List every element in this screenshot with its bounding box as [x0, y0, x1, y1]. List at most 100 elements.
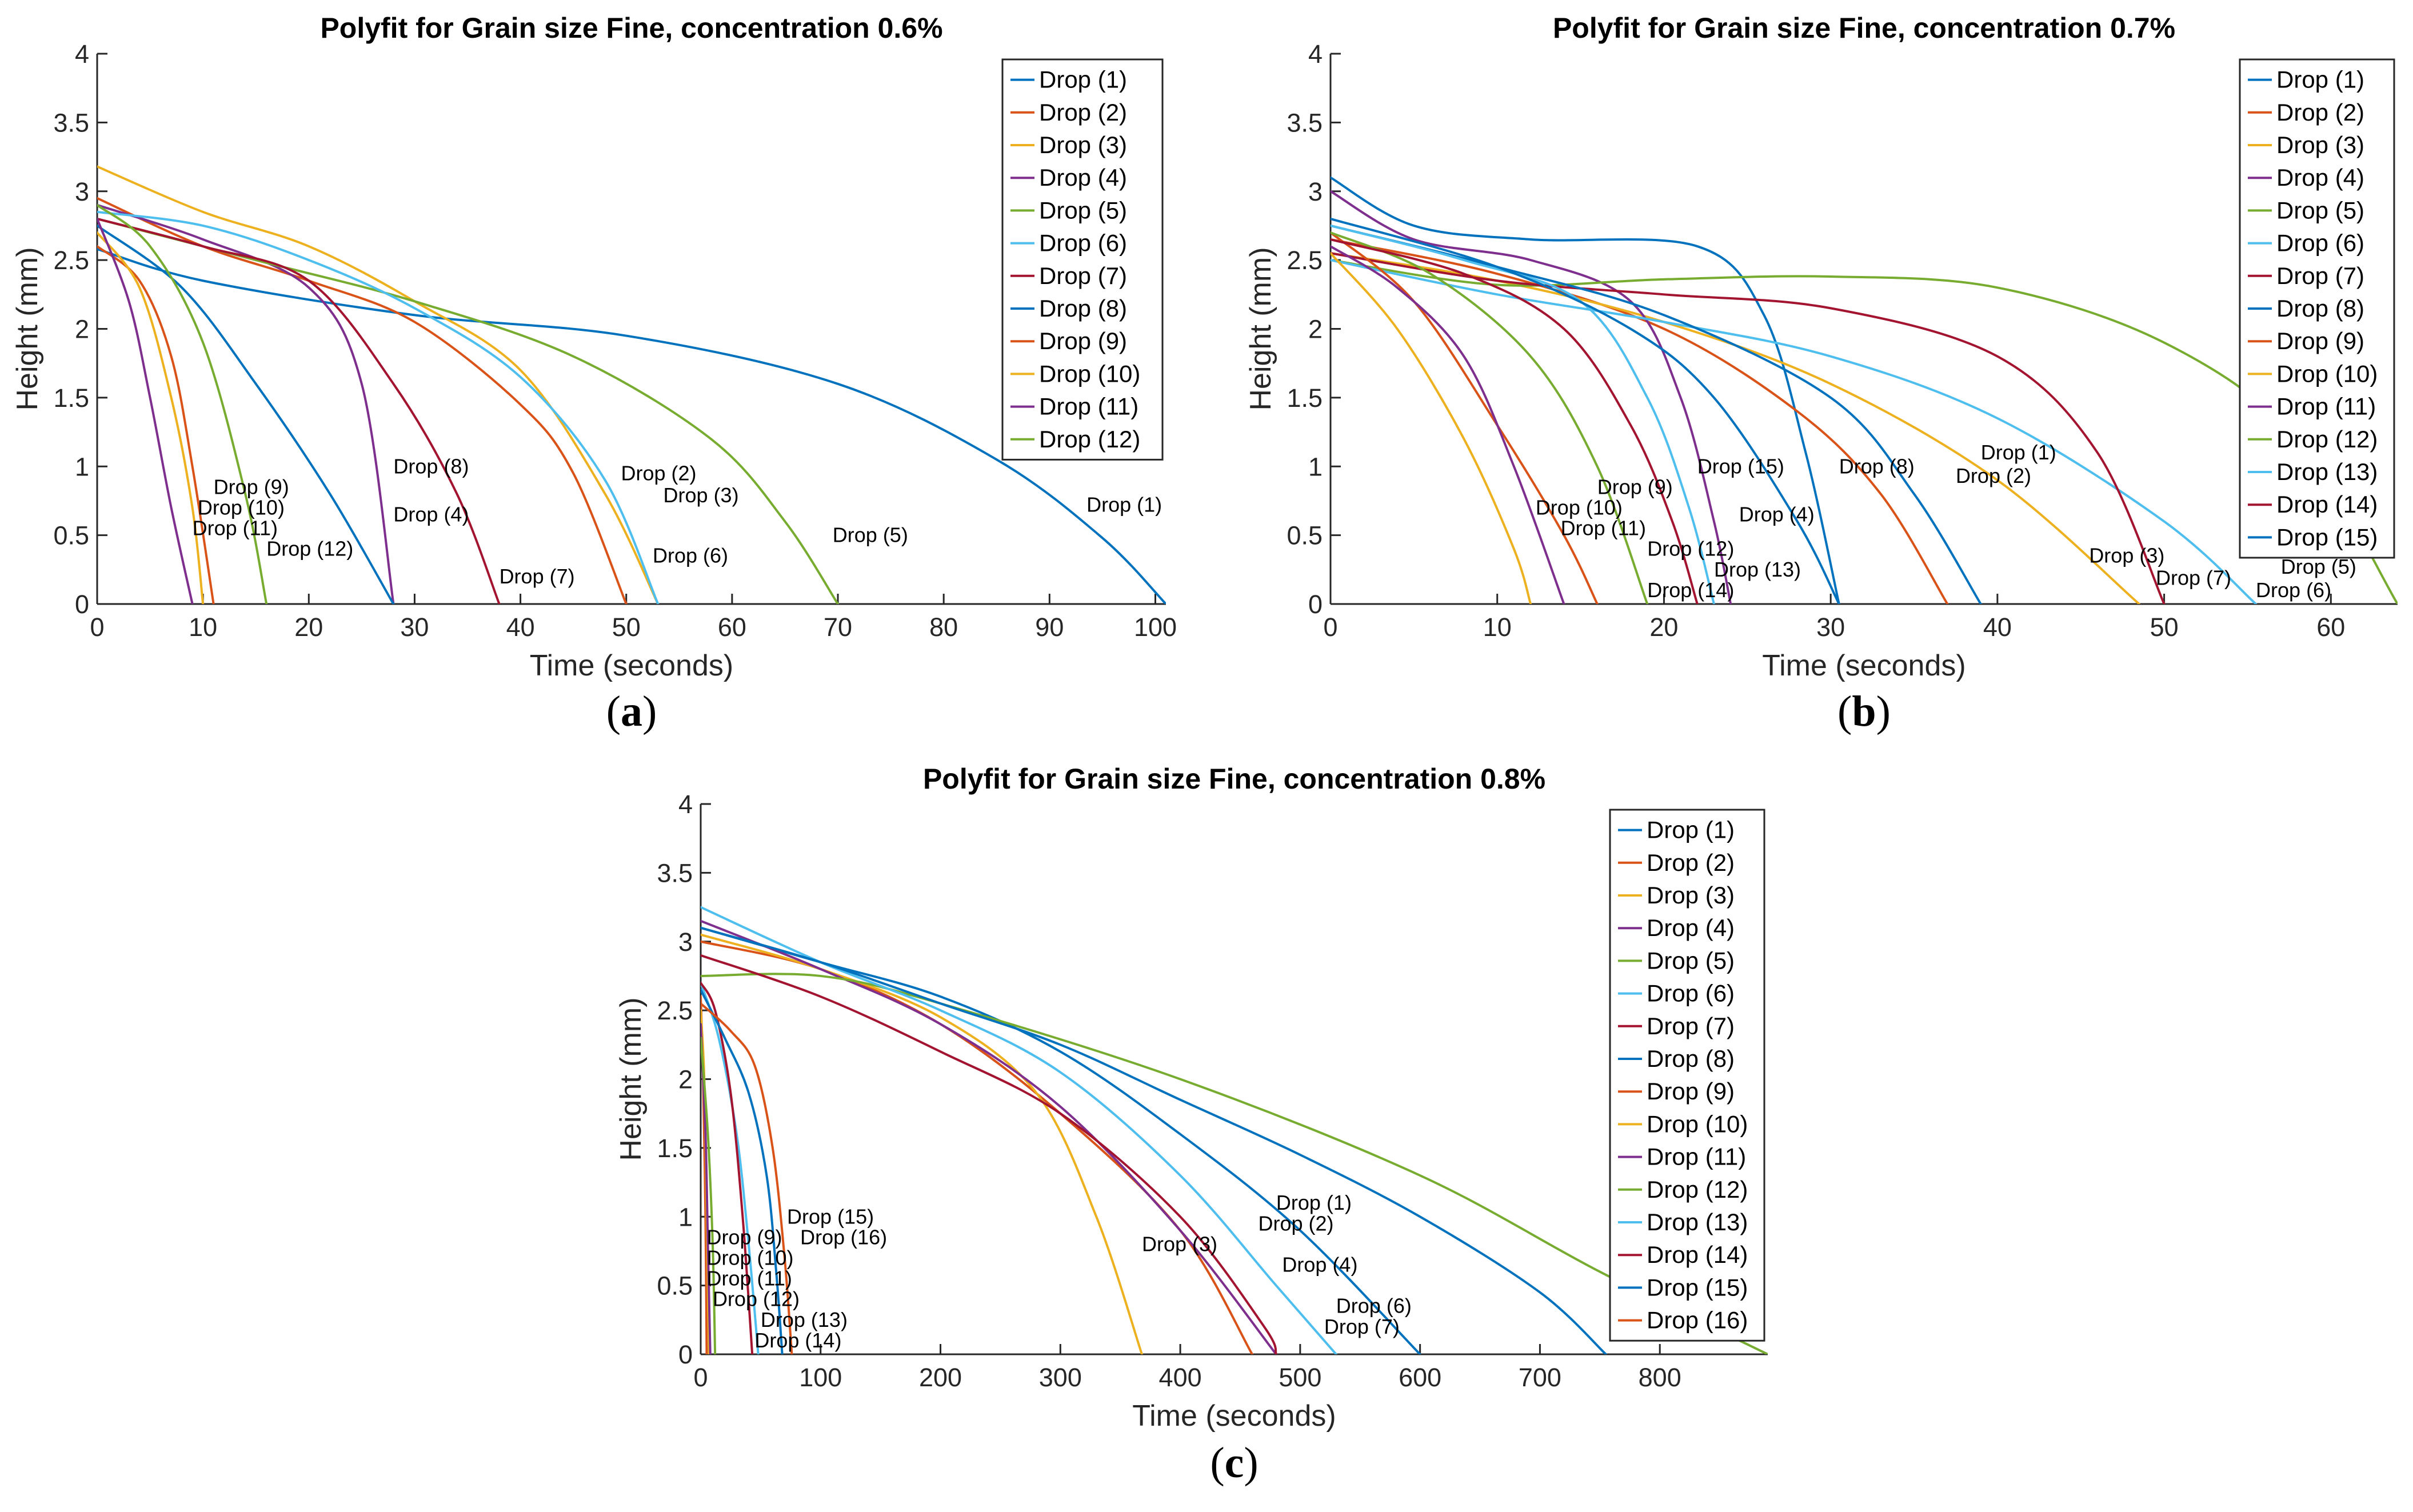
- y-tick-label: 3: [678, 927, 693, 957]
- series-line-drop-6: [97, 210, 660, 604]
- y-tick-label: 0.5: [53, 521, 89, 550]
- data-annotation: Drop (6): [653, 544, 728, 567]
- y-tick-label: 3.5: [53, 108, 89, 137]
- data-annotation: Drop (10): [706, 1246, 793, 1269]
- data-annotation: Drop (14): [1647, 578, 1734, 602]
- legend-entry-label: Drop (10): [2276, 360, 2378, 387]
- data-annotation: Drop (5): [833, 523, 908, 547]
- series-line-drop-14: [701, 981, 754, 1354]
- y-tick-label: 4: [678, 790, 693, 819]
- series-line-drop-1: [1331, 176, 1840, 604]
- data-annotation: Drop (4): [1282, 1253, 1357, 1277]
- data-annotation: Drop (7): [500, 565, 575, 588]
- x-tick-label: 40: [1983, 613, 2012, 642]
- data-annotation: Drop (9): [214, 475, 289, 498]
- legend-entry-label: Drop (14): [2276, 491, 2378, 518]
- legend-entry-label: Drop (6): [1039, 230, 1127, 257]
- legend-entry-label: Drop (13): [1647, 1209, 1748, 1235]
- legend-entry-label: Drop (3): [2276, 131, 2364, 158]
- legend-entry-label: Drop (8): [1647, 1045, 1735, 1072]
- y-tick-label: 0.5: [657, 1271, 693, 1301]
- y-tick-label: 3: [1308, 177, 1323, 206]
- legend-entry-label: Drop (7): [1039, 262, 1127, 289]
- x-tick-label: 0: [90, 613, 104, 642]
- series-line-drop-8: [97, 224, 395, 604]
- data-annotation: Drop (7): [2156, 566, 2231, 589]
- legend-entry-label: Drop (9): [1647, 1078, 1735, 1105]
- legend-entry-label: Drop (1): [1647, 817, 1735, 843]
- legend-entry-label: Drop (4): [1039, 164, 1127, 191]
- x-axis-label: Time (seconds): [530, 649, 733, 682]
- legend: Drop (1) Drop (2) Drop (3) Drop (4) Drop (5)…: [1609, 809, 1765, 1342]
- y-tick-label: 1: [1308, 452, 1323, 481]
- y-tick-label: 2.5: [657, 996, 693, 1025]
- legend-entry-label: Drop (7): [1647, 1013, 1735, 1039]
- data-annotation: Drop (7): [1324, 1315, 1400, 1338]
- y-tick-label: 0: [1308, 590, 1323, 619]
- series-group: [701, 906, 1768, 1354]
- y-tick-label: 1.5: [657, 1134, 693, 1163]
- x-tick-label: 200: [919, 1363, 962, 1392]
- series-line-drop-10: [1331, 252, 1532, 604]
- data-annotation: Drop (3): [1142, 1232, 1217, 1255]
- data-annotation: Drop (2): [621, 461, 696, 485]
- series-group: [1331, 176, 2398, 604]
- y-tick-label: 2: [678, 1065, 693, 1094]
- y-axis-label: Height (mm): [11, 247, 44, 410]
- legend-entry-label: Drop (13): [2276, 458, 2378, 485]
- y-tick-label: 2: [75, 315, 89, 344]
- chart-title: Polyfit for Grain size Fine, concentrati…: [1553, 12, 2175, 44]
- legend-box: [1001, 58, 1164, 461]
- legend-entry-label: Drop (4): [1647, 914, 1735, 941]
- series-line-drop-5: [97, 217, 840, 604]
- y-axis-label: Height (mm): [1244, 247, 1277, 410]
- legend-entry-label: Drop (5): [1647, 947, 1735, 974]
- legend-entry-label: Drop (12): [2276, 426, 2378, 453]
- legend-box: [1609, 809, 1765, 1342]
- legend-entry-label: Drop (7): [2276, 262, 2364, 289]
- y-tick-label: 1.5: [1287, 383, 1323, 413]
- y-axis-label: Height (mm): [614, 997, 648, 1161]
- legend-entry-label: Drop (2): [1039, 99, 1127, 126]
- data-annotation: Drop (2): [1956, 464, 2031, 487]
- series-line-drop-3: [1331, 252, 2140, 604]
- series-line-drop-1: [97, 247, 1166, 604]
- series-line-drop-11: [97, 217, 194, 604]
- y-tick-label: 0.5: [1287, 521, 1323, 550]
- data-annotation: Drop (3): [664, 483, 739, 507]
- data-annotation: Drop (6): [1336, 1294, 1412, 1318]
- data-annotation: Drop (1): [1086, 493, 1162, 517]
- data-annotation: Drop (12): [266, 537, 353, 561]
- data-annotation: Drop (9): [1597, 475, 1673, 498]
- legend-entry-label: Drop (8): [2276, 295, 2364, 322]
- y-tick-label: 2.5: [1287, 246, 1323, 275]
- legend-entry-label: Drop (11): [1647, 1143, 1746, 1170]
- data-annotation: Drop (10): [198, 495, 285, 519]
- legend-entry-label: Drop (12): [1647, 1176, 1748, 1203]
- x-tick-label: 30: [400, 613, 429, 642]
- legend-entry-label: Drop (12): [1039, 426, 1140, 453]
- y-tick-label: 3.5: [657, 858, 693, 887]
- series-line-drop-5: [1331, 259, 2398, 604]
- legend-entry-label: Drop (3): [1039, 131, 1127, 158]
- data-annotation: Drop (3): [2089, 544, 2164, 567]
- series-line-drop-8: [701, 926, 1607, 1354]
- legend-entry-label: Drop (10): [1647, 1110, 1748, 1137]
- legend-entry-label: Drop (1): [1039, 66, 1127, 93]
- data-annotation: Drop (5): [2281, 555, 2356, 578]
- data-annotation: Drop (6): [2256, 578, 2331, 602]
- data-annotation: Drop (11): [193, 517, 278, 540]
- y-tick-label: 2.5: [53, 246, 89, 275]
- y-tick-label: 1.5: [53, 383, 89, 413]
- y-tick-label: 4: [1308, 39, 1323, 69]
- x-tick-label: 20: [1649, 613, 1678, 642]
- series-line-drop-11: [1331, 245, 1565, 604]
- legend-entry-label: Drop (1): [2276, 66, 2364, 93]
- legend-entry-label: Drop (2): [1647, 849, 1735, 876]
- x-tick-label: 30: [1816, 613, 1845, 642]
- legend-entry-label: Drop (15): [2276, 523, 2378, 550]
- series-line-drop-7: [701, 954, 1277, 1354]
- series-line-drop-14: [1331, 238, 1699, 604]
- series-line-drop-7: [97, 217, 501, 604]
- data-annotation: Drop (1): [1276, 1191, 1352, 1214]
